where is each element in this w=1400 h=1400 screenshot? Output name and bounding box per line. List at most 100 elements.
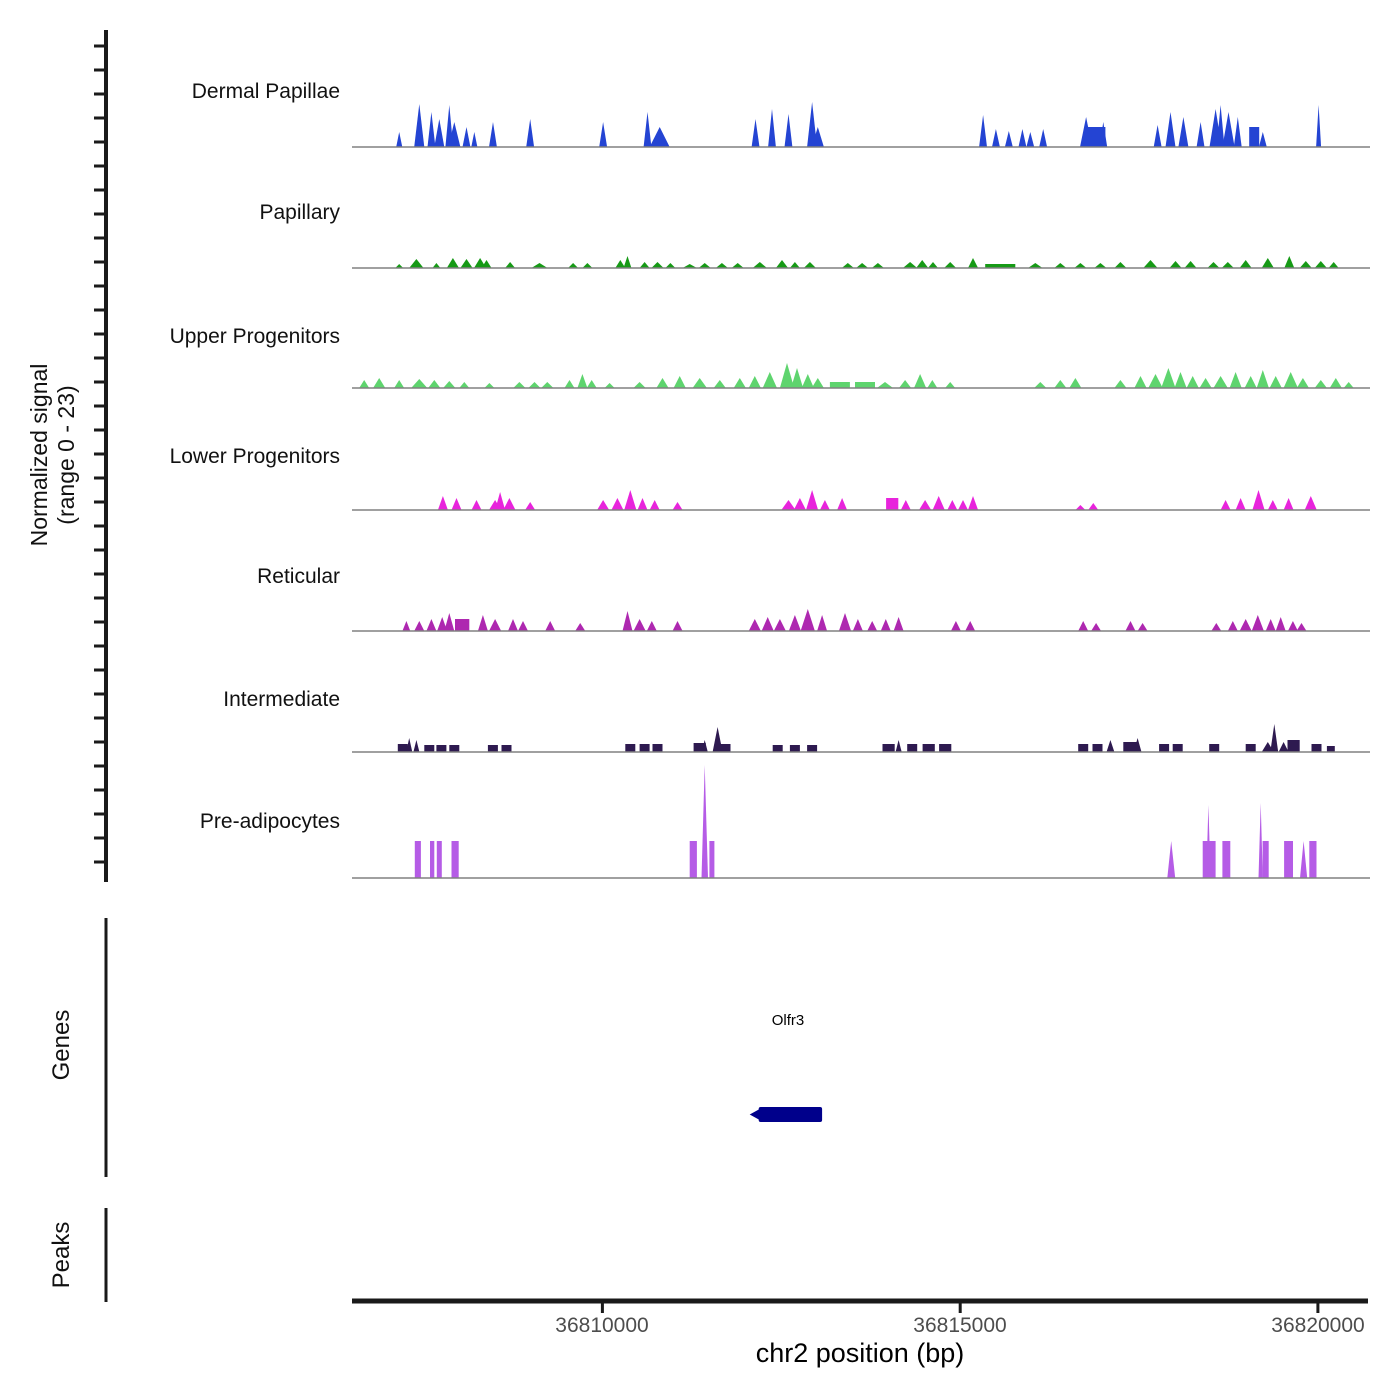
signal-peak [1222,841,1231,878]
signal-peak [1028,263,1043,268]
signal-peak [428,380,441,388]
signal-peak [615,260,626,268]
signal-peak [1275,617,1286,631]
signal-peak [1167,841,1176,878]
signal-peak [1220,500,1231,510]
signal-peak [1328,262,1339,268]
signal-peak [1034,382,1047,388]
signal-peak [979,115,987,147]
signal-peak [916,260,929,268]
signal-peak [1343,382,1354,388]
signal-peak [852,619,863,631]
signal-peak [448,122,461,147]
signal-peak [788,615,801,631]
signal-peak [1206,805,1211,878]
track-label-papillary: Papillary [259,201,340,224]
signal-peak [1088,503,1099,510]
signal-peak [446,258,459,268]
signal-peak [939,744,952,752]
signal-peak [1239,619,1252,631]
signal-peak [471,500,482,510]
signal-peak [751,119,760,147]
signal-peak [733,378,746,388]
signal-peak [402,621,411,631]
signal-peak [829,382,850,388]
gene-strand-arrow [749,1109,760,1120]
signal-peak [689,841,697,878]
signal-peak [528,382,541,388]
signal-peak [1261,258,1274,268]
signal-peak [633,619,646,631]
signal-peak [900,500,911,510]
genes-section-label: Genes [48,1009,75,1081]
x-tick-label-36820000: 36820000 [1271,1314,1365,1337]
signal-track-dermal-papillae [396,102,1322,147]
signal-peak [701,765,708,878]
signal-peak [434,119,445,147]
signal-peak [637,498,648,510]
signal-peak [414,841,421,878]
signal-peak [1209,744,1220,752]
signal-peak [1233,117,1242,147]
signal-peak [752,262,767,268]
signal-peak [1221,262,1234,268]
signal-peak [531,263,548,268]
signal-peak [501,745,512,752]
signal-peak [1114,262,1127,268]
signal-peak [484,383,495,388]
signal-peak [518,621,528,631]
signal-peak [477,615,488,631]
signal-peak [1018,129,1027,147]
signal-peak [1311,744,1322,752]
signal-peak [426,619,437,631]
signal-peak [1091,623,1102,631]
signal-peak [968,496,979,510]
signal-peak [817,615,828,631]
signal-peak [437,496,448,510]
signal-peak [1199,378,1212,388]
signal-peak [985,264,1016,268]
signal-peak [775,260,789,268]
signal-peak [1304,496,1317,510]
signal-peak [409,259,424,268]
signal-peak [665,263,676,268]
track-label-lower-progenitors: Lower Progenitors [169,445,340,468]
signal-peak [411,379,428,388]
signal-peak [623,256,632,268]
track-label-reticular: Reticular [257,565,340,588]
signal-peak [772,745,783,752]
signal-peak [692,378,707,388]
signal-peak [672,502,683,510]
signal-peak [449,745,460,752]
signal-peak [748,619,761,631]
signal-peak [459,382,470,388]
signal-peak [781,500,796,510]
signal-peak [968,258,979,268]
signal-peak [646,621,657,631]
signal-peak [789,262,800,268]
signal-peak [958,500,968,510]
signal-peak [698,263,711,268]
signal-peak [1296,623,1307,631]
signal-peak [1278,742,1289,752]
signal-peak [1186,376,1199,388]
signal-peak [413,740,420,752]
signal-peak [877,382,894,388]
signal-peak [992,129,1000,147]
signal-peak [801,374,814,388]
signal-peak [460,259,473,268]
signal-peak [1256,370,1269,388]
signal-peak [880,619,891,631]
signal-peak [1287,740,1300,752]
signal-peak [508,619,518,631]
x-tick-label-36810000: 36810000 [555,1314,649,1337]
signal-peak [932,496,945,510]
signal-peak [1216,105,1225,147]
signal-peak [856,263,869,268]
y-axis-label: Normalized signal (range 0 - 23) [26,205,80,705]
signal-peak [633,382,646,388]
signal-peak [622,611,633,631]
signal-peak [599,122,608,147]
